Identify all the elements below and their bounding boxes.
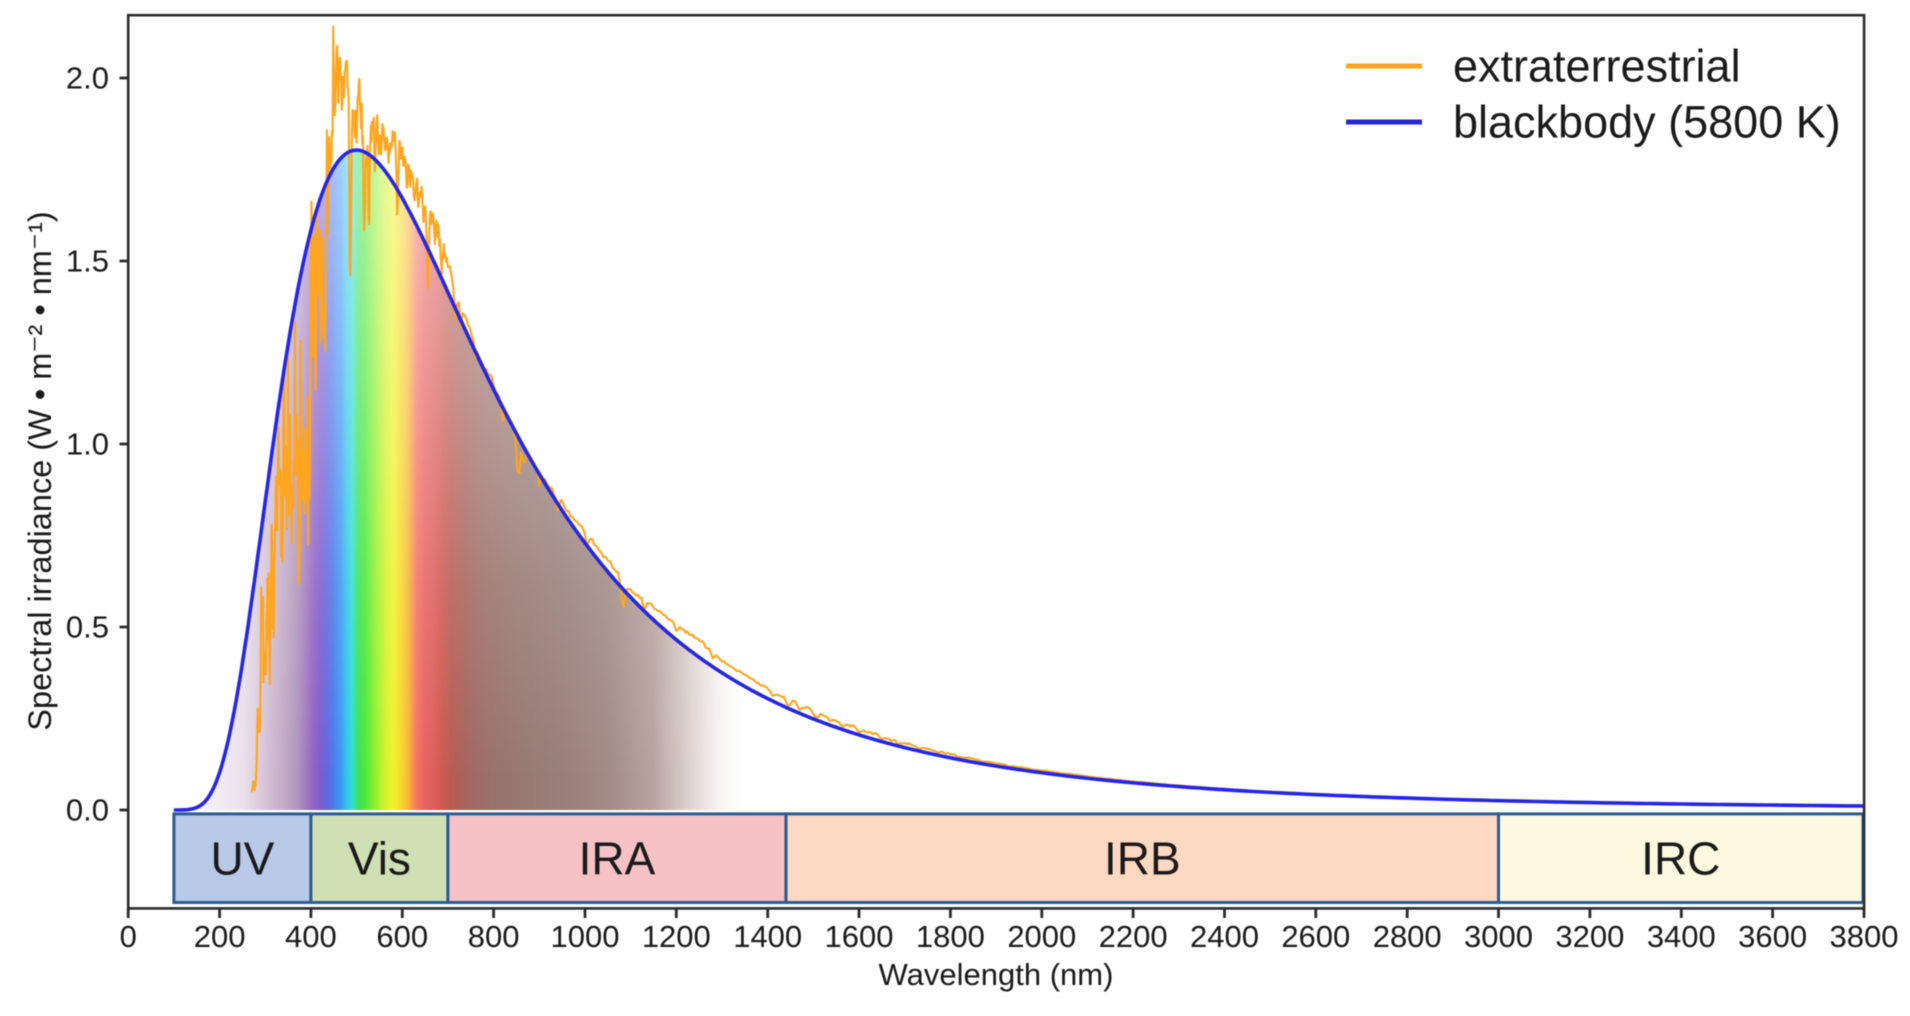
svg-text:0.5: 0.5: [66, 610, 109, 645]
svg-text:extraterrestrial: extraterrestrial: [1453, 41, 1741, 92]
svg-text:3200: 3200: [1555, 919, 1624, 954]
svg-text:1200: 1200: [642, 919, 711, 954]
svg-text:Wavelength (nm): Wavelength (nm): [879, 957, 1114, 992]
svg-text:200: 200: [194, 919, 246, 954]
svg-text:2.0: 2.0: [66, 61, 109, 96]
svg-text:1400: 1400: [733, 919, 802, 954]
svg-text:1000: 1000: [551, 919, 620, 954]
svg-text:IRA: IRA: [579, 833, 656, 885]
svg-text:3400: 3400: [1647, 919, 1716, 954]
svg-text:0: 0: [120, 919, 137, 954]
svg-text:400: 400: [285, 919, 337, 954]
svg-text:1600: 1600: [825, 919, 894, 954]
svg-text:UV: UV: [210, 833, 274, 885]
svg-text:2000: 2000: [1007, 919, 1076, 954]
svg-text:3000: 3000: [1464, 919, 1533, 954]
svg-text:2600: 2600: [1281, 919, 1350, 954]
svg-text:IRC: IRC: [1641, 833, 1720, 885]
svg-text:2200: 2200: [1099, 919, 1168, 954]
svg-text:1800: 1800: [916, 919, 985, 954]
svg-text:0.0: 0.0: [66, 793, 109, 828]
svg-text:800: 800: [468, 919, 520, 954]
svg-text:2400: 2400: [1190, 919, 1259, 954]
svg-text:2800: 2800: [1373, 919, 1442, 954]
svg-text:3600: 3600: [1738, 919, 1807, 954]
svg-text:Spectral irradiance (W • m⁻² •: Spectral irradiance (W • m⁻² • nm⁻¹): [22, 211, 58, 730]
svg-text:1.0: 1.0: [66, 427, 109, 462]
svg-text:IRB: IRB: [1104, 833, 1181, 885]
svg-text:1.5: 1.5: [66, 244, 109, 279]
svg-text:Vis: Vis: [348, 833, 411, 885]
svg-text:600: 600: [376, 919, 428, 954]
svg-text:3800: 3800: [1830, 919, 1899, 954]
svg-text:blackbody (5800 K): blackbody (5800 K): [1453, 97, 1841, 148]
